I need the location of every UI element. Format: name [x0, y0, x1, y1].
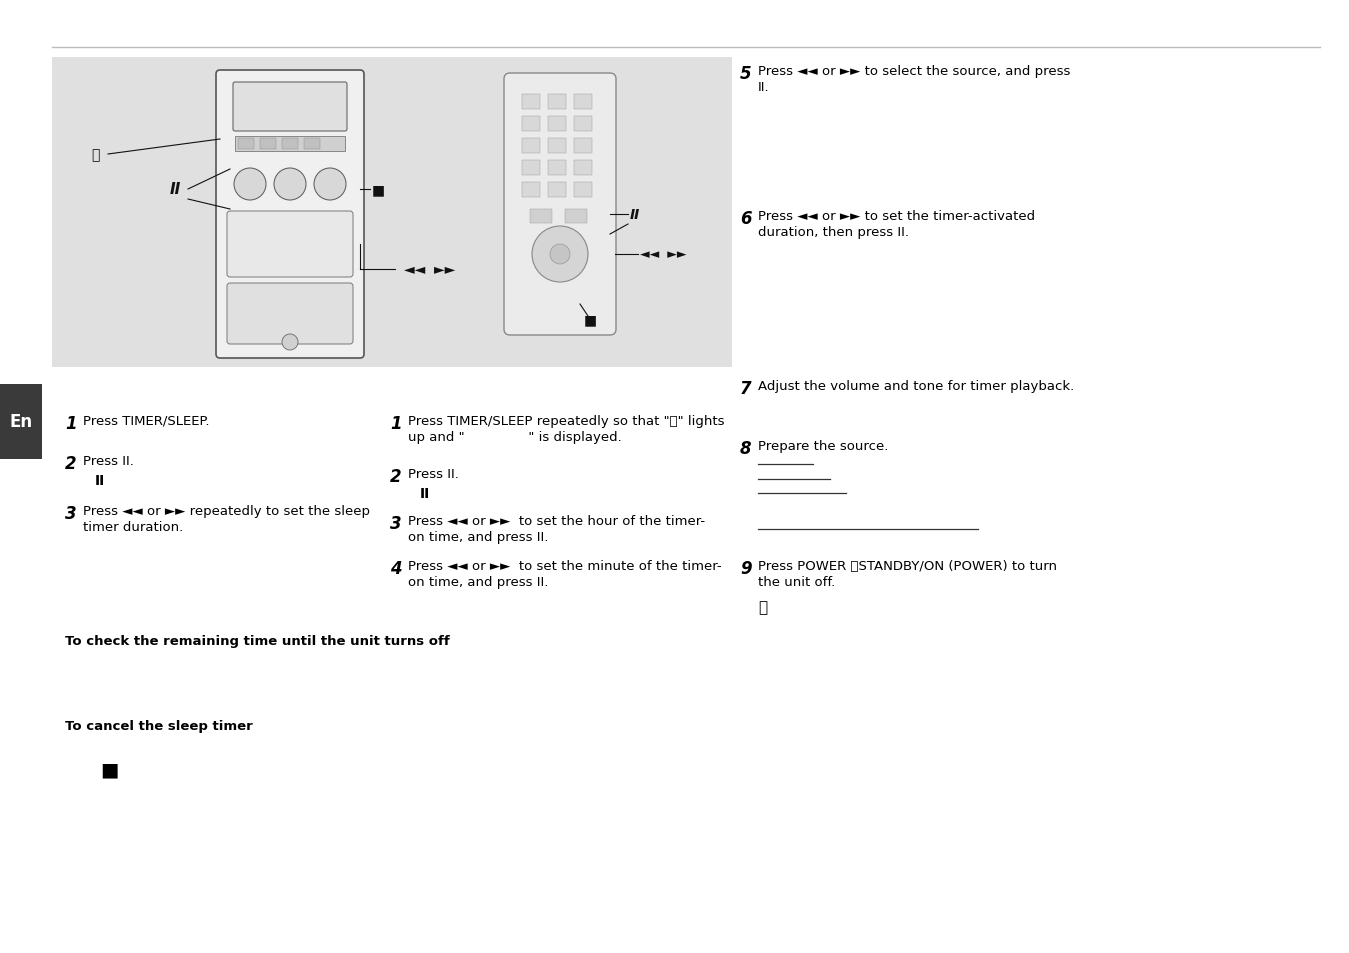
Bar [260, 139, 277, 150]
Text: Press POWER ⏻STANDBY/ON (POWER) to turn: Press POWER ⏻STANDBY/ON (POWER) to turn [758, 559, 1058, 573]
Bar [548, 183, 567, 198]
Text: on time, and press II.: on time, and press II. [407, 576, 549, 588]
Text: ◄◄  ►►: ◄◄ ►► [639, 248, 687, 261]
Text: II: II [94, 474, 105, 488]
Bar [522, 139, 540, 153]
Text: Press II.: Press II. [84, 455, 134, 468]
Text: Press TIMER/SLEEP repeatedly so that "⏱" lights: Press TIMER/SLEEP repeatedly so that "⏱"… [407, 415, 724, 428]
Text: Press ◄◄ or ►► to select the source, and press: Press ◄◄ or ►► to select the source, and… [758, 65, 1070, 78]
Bar [235, 137, 345, 152]
Bar [565, 210, 587, 224]
Text: 6: 6 [741, 210, 751, 228]
Text: ■: ■ [100, 760, 119, 779]
Bar [575, 183, 592, 198]
Bar [237, 139, 254, 150]
Text: Press ◄◄ or ►►  to set the minute of the timer-: Press ◄◄ or ►► to set the minute of the … [407, 559, 722, 573]
Circle shape [550, 245, 571, 265]
Text: duration, then press II.: duration, then press II. [758, 226, 909, 239]
Text: 2: 2 [390, 468, 402, 485]
Bar [522, 161, 540, 175]
Bar [282, 139, 298, 150]
Bar [548, 161, 567, 175]
Circle shape [314, 169, 345, 201]
Text: Press TIMER/SLEEP.: Press TIMER/SLEEP. [84, 415, 209, 428]
Text: Adjust the volume and tone for timer playback.: Adjust the volume and tone for timer pla… [758, 379, 1074, 393]
Text: ⏱: ⏱ [758, 599, 768, 615]
Text: Press ◄◄ or ►► to set the timer-activated: Press ◄◄ or ►► to set the timer-activate… [758, 210, 1035, 223]
Text: II: II [630, 208, 641, 222]
Text: 3: 3 [390, 515, 402, 533]
Bar [575, 139, 592, 153]
Circle shape [532, 227, 588, 283]
Text: Press II.: Press II. [407, 468, 459, 480]
Text: timer duration.: timer duration. [84, 520, 183, 534]
FancyBboxPatch shape [233, 83, 347, 132]
Text: Prepare the source.: Prepare the source. [758, 439, 889, 453]
Text: up and "               " is displayed.: up and " " is displayed. [407, 431, 622, 443]
Text: ■: ■ [583, 313, 596, 327]
Text: ◄◄  ►►: ◄◄ ►► [405, 263, 456, 276]
Circle shape [282, 335, 298, 351]
FancyBboxPatch shape [0, 385, 42, 459]
Text: ⏻: ⏻ [90, 148, 100, 162]
Bar [575, 95, 592, 110]
FancyBboxPatch shape [505, 74, 616, 335]
Bar [575, 117, 592, 132]
Text: 2: 2 [65, 455, 77, 473]
Text: 1: 1 [65, 415, 77, 433]
Text: the unit off.: the unit off. [758, 576, 835, 588]
Text: En: En [9, 413, 32, 431]
Text: 5: 5 [741, 65, 751, 83]
Text: II.: II. [758, 81, 770, 94]
Bar [53, 58, 733, 368]
Text: II: II [170, 182, 181, 197]
Text: 7: 7 [741, 379, 751, 397]
Bar [530, 210, 552, 224]
Text: on time, and press II.: on time, and press II. [407, 531, 549, 543]
FancyBboxPatch shape [216, 71, 364, 358]
Text: To check the remaining time until the unit turns off: To check the remaining time until the un… [65, 635, 449, 647]
FancyBboxPatch shape [227, 212, 353, 277]
Circle shape [233, 169, 266, 201]
Text: ■: ■ [371, 183, 384, 196]
Text: 8: 8 [741, 439, 751, 457]
Bar [304, 139, 320, 150]
Bar [548, 95, 567, 110]
Text: Press ◄◄ or ►►  to set the hour of the timer-: Press ◄◄ or ►► to set the hour of the ti… [407, 515, 706, 527]
Text: Press ◄◄ or ►► repeatedly to set the sleep: Press ◄◄ or ►► repeatedly to set the sle… [84, 504, 370, 517]
Text: II: II [420, 486, 430, 500]
FancyBboxPatch shape [227, 284, 353, 345]
Text: 9: 9 [741, 559, 751, 578]
Text: 3: 3 [65, 504, 77, 522]
Bar [522, 117, 540, 132]
Bar [548, 139, 567, 153]
Bar [575, 161, 592, 175]
Bar [522, 95, 540, 110]
Circle shape [274, 169, 306, 201]
Text: 4: 4 [390, 559, 402, 578]
Bar [522, 183, 540, 198]
Text: 1: 1 [390, 415, 402, 433]
Bar [548, 117, 567, 132]
Text: To cancel the sleep timer: To cancel the sleep timer [65, 720, 252, 732]
